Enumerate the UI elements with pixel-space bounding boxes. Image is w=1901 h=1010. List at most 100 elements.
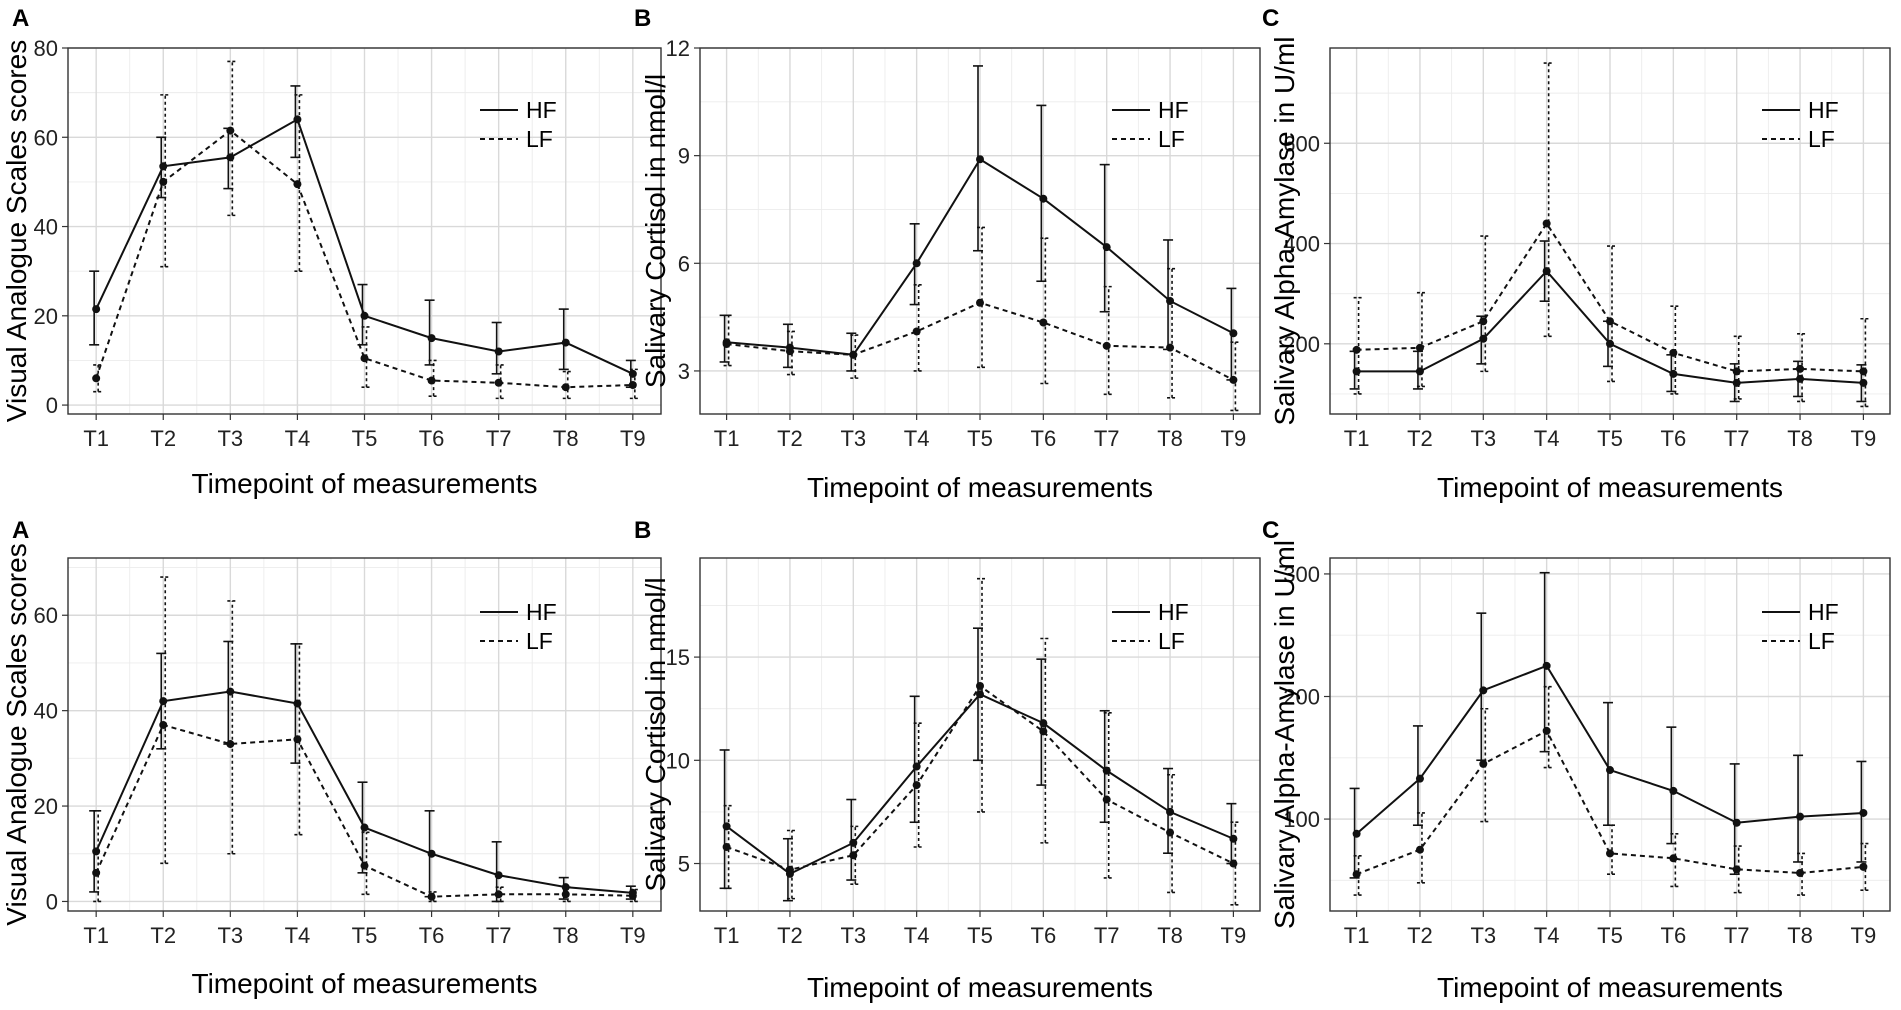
chart-1-xtick-label: T9 <box>1221 426 1247 451</box>
chart-2-ytick-label: 400 <box>1283 232 1320 257</box>
chart-5-xtick-label: T8 <box>1787 923 1813 948</box>
chart-0-ytick-label: 0 <box>46 393 58 418</box>
chart-1-ytick-label: 12 <box>666 36 690 61</box>
chart-2-series-hf-point <box>1542 267 1551 276</box>
chart-4-series-hf-point <box>1102 766 1111 775</box>
chart-5-legend: HF LF <box>1762 599 1839 654</box>
chart-0-ytick-label: 40 <box>34 215 58 240</box>
chart-5-series-lf-line <box>1356 729 1864 876</box>
chart-2-series-hf-point <box>1796 374 1805 383</box>
chart-2-legend-label-lf: LF <box>1808 126 1835 152</box>
chart-5-xtick-label: T1 <box>1344 923 1370 948</box>
chart-0-series-lf-point <box>494 378 503 387</box>
chart-2-ytick-label: 200 <box>1283 332 1320 357</box>
chart-2-xtick-label: T9 <box>1851 426 1877 451</box>
chart-5-legend-label-hf: HF <box>1808 599 1839 625</box>
chart-3-series-hf-point <box>92 847 101 856</box>
chart-1-series-hf-point <box>1102 243 1111 252</box>
chart-5-series-hf-point <box>1479 686 1488 695</box>
chart-1-xtick-label: T3 <box>840 426 866 451</box>
chart-1-ylabel: Salivary Cortisol in nmol/l <box>640 74 671 388</box>
chart-4-panel-letter: B <box>634 517 651 544</box>
chart-5-xtick-label: T4 <box>1534 923 1560 948</box>
chart-0-xtick-label: T8 <box>553 426 579 451</box>
chart-5-series-lf-point <box>1479 759 1488 768</box>
chart-3-xtick-label: T3 <box>217 923 243 948</box>
chart-5-series-hf-point <box>1796 812 1805 821</box>
chart-3-series-hf-point <box>561 883 570 892</box>
chart-0-series-lf-point <box>92 374 101 383</box>
chart-3-series-hf-point <box>494 871 503 880</box>
chart-1-series-hf-point <box>1229 329 1238 338</box>
chart-2-xtick-label: T1 <box>1344 426 1370 451</box>
chart-1-series-lf-point <box>976 298 984 307</box>
chart-1-xtick-label: T6 <box>1031 426 1057 451</box>
chart-1-xtick-label: T8 <box>1157 426 1183 451</box>
chart-5-series-lf-point <box>1669 854 1678 863</box>
chart-4-series-hf-point <box>849 838 858 847</box>
chart-2-ylabel: Salivary Alpha-Amylase in U/ml <box>1269 36 1300 425</box>
chart-4-legend-label-lf: LF <box>1158 628 1185 654</box>
chart-0-series-hf-point <box>360 311 369 320</box>
chart-2-xtick-label: T5 <box>1597 426 1623 451</box>
chart-1-series-lf-point <box>1102 341 1111 350</box>
chart-0-ytick-label: 80 <box>34 36 58 61</box>
chart-1-series-hf-point <box>722 338 731 347</box>
chart-5-xtick-label: T9 <box>1851 923 1877 948</box>
chart-0-series-hf-point <box>561 338 570 347</box>
chart-4-ytick-label: 5 <box>678 852 690 877</box>
chart-4-xtick-label: T1 <box>714 923 740 948</box>
chart-1-series-hf <box>719 65 1238 381</box>
chart-0-series-hf-point <box>628 369 637 378</box>
chart-1-xtick-label: T2 <box>777 426 803 451</box>
chart-0-series-lf-point <box>360 354 369 363</box>
chart-5-ylabel: Salivary Alpha-Amylase in U/ml <box>1269 540 1300 929</box>
chart-3-ytick-label: 20 <box>34 794 58 819</box>
chart-1-ytick-label: 6 <box>678 251 690 276</box>
chart-0-series-lf-point <box>561 383 570 392</box>
chart-0-xtick-label: T4 <box>285 426 311 451</box>
chart-5-series-hf-point <box>1732 818 1741 827</box>
chart-5-series-hf-point <box>1542 661 1551 670</box>
chart-4-xtick-label: T6 <box>1031 923 1057 948</box>
chart-2-panel-letter: C <box>1262 5 1279 32</box>
chart-3-xtick-label: T5 <box>352 923 378 948</box>
chart-4-ylabel: Salivary Cortisol in nmol/l <box>640 577 671 891</box>
chart-3-series-hf-point <box>628 888 637 897</box>
chart-1-legend-label-lf: LF <box>1158 126 1185 152</box>
chart-0-legend-label-lf: LF <box>526 126 553 152</box>
chart-3-ytick-label: 0 <box>46 889 58 914</box>
chart-3-ytick-label: 60 <box>34 603 58 628</box>
chart-0-xtick-label: T7 <box>486 426 512 451</box>
chart-0-xlabel: Timepoint of measurements <box>192 468 538 499</box>
chart-4-legend: HF LF <box>1112 599 1189 654</box>
chart-1-series-hf-point <box>849 350 858 359</box>
chart-0-xtick-label: T6 <box>419 426 445 451</box>
chart-2-legend-label-hf: HF <box>1808 97 1839 123</box>
chart-5-legend-label-lf: LF <box>1808 628 1835 654</box>
chart-5-series-hf-point <box>1606 766 1614 775</box>
chart-3-ytick-label: 40 <box>34 699 58 724</box>
chart-2-series-lf-point <box>1542 219 1551 228</box>
chart-4-series-hf-point <box>1039 719 1048 728</box>
chart-0-xtick-label: T3 <box>217 426 243 451</box>
chart-0-panel-letter: A <box>12 5 29 32</box>
chart-0-ytick-label: 20 <box>34 304 58 329</box>
chart-5-xtick-label: T5 <box>1597 923 1623 948</box>
chart-0-series-lf-line <box>95 129 633 389</box>
chart-3-legend-label-lf: LF <box>526 628 553 654</box>
chart-3-series-hf-point <box>293 699 302 708</box>
chart-5-panel: 100 200 300 T1 T2 T3 T4 T5 T6 T7 T8 T9 Timepoint of … <box>1262 517 1891 1003</box>
chart-2-series-hf-point <box>1606 339 1614 348</box>
chart-2-xtick-label: T4 <box>1534 426 1560 451</box>
chart-2-series-hf-point <box>1479 334 1488 343</box>
chart-5-series-hf <box>1349 571 1868 879</box>
chart-4-ytick-label: 15 <box>666 645 690 670</box>
chart-5-panel-letter: C <box>1262 517 1279 544</box>
chart-5-series-hf-point <box>1415 774 1424 783</box>
chart-2-xlabel: Timepoint of measurements <box>1437 472 1783 503</box>
chart-2-xtick-label: T2 <box>1407 426 1433 451</box>
chart-1-series-hf-point <box>976 155 984 164</box>
chart-2-series-hf-point <box>1415 367 1424 376</box>
